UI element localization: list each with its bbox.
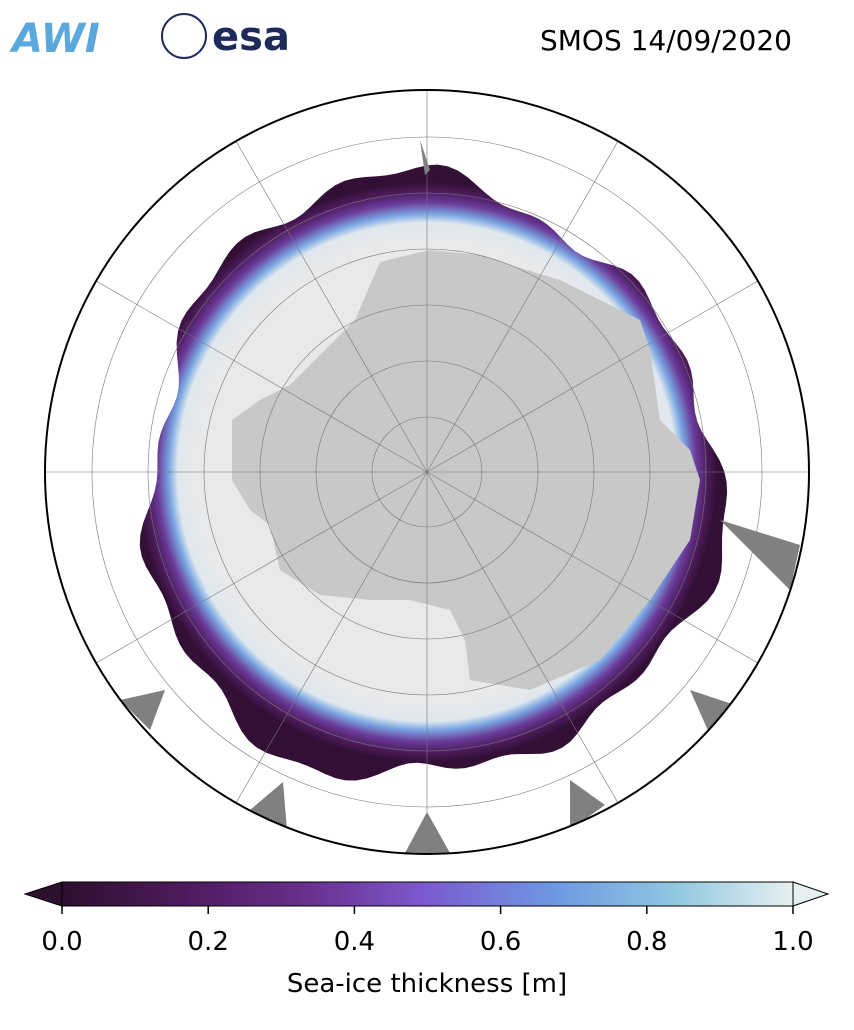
no-data-patch bbox=[420, 140, 430, 175]
colorbar-extend-low bbox=[23, 881, 63, 907]
title: SMOS 14/09/2020 bbox=[540, 24, 792, 57]
colorbar-label: Sea-ice thickness [m] bbox=[287, 969, 567, 999]
colorbar-body bbox=[62, 882, 793, 906]
no-data bbox=[120, 140, 800, 853]
meridian bbox=[96, 471, 428, 664]
map-frame bbox=[44, 89, 810, 855]
colorbar-tick-label: 0.4 bbox=[334, 927, 375, 957]
colorbar-tick-label: 0.8 bbox=[626, 927, 667, 957]
colorbar-tick-label: 0.2 bbox=[188, 927, 229, 957]
graticule bbox=[45, 90, 809, 854]
antarctica bbox=[232, 250, 700, 690]
colorbar-frame bbox=[61, 881, 794, 907]
meridian bbox=[426, 471, 758, 664]
meridian bbox=[426, 141, 619, 473]
no-data-patch bbox=[405, 812, 450, 853]
no-data-patch bbox=[570, 780, 605, 830]
esa-logo: esa bbox=[212, 14, 290, 60]
awi-logo: AWI bbox=[9, 16, 100, 62]
meridian bbox=[426, 280, 758, 473]
meridian bbox=[235, 471, 428, 803]
no-data-patch bbox=[690, 690, 735, 735]
no-data-patch bbox=[250, 782, 287, 830]
no-data-patch bbox=[120, 690, 165, 730]
colorbar-tick-label: 1.0 bbox=[772, 927, 813, 957]
colorbar-extend-high bbox=[792, 881, 830, 907]
meridian bbox=[96, 280, 428, 473]
colorbar-tick-label: 0.0 bbox=[41, 927, 82, 957]
meridian bbox=[426, 471, 619, 803]
colorbar: Sea-ice thickness [m] 0.0 0.2 0.4 0.6 0.8 1.0 bbox=[23, 881, 830, 999]
map bbox=[45, 90, 809, 854]
logos: AWI esa bbox=[9, 13, 290, 62]
esa-emblem bbox=[161, 13, 207, 59]
meridian bbox=[235, 141, 428, 473]
no-data-patch bbox=[720, 520, 800, 590]
colorbar-tick-label: 0.6 bbox=[480, 927, 521, 957]
